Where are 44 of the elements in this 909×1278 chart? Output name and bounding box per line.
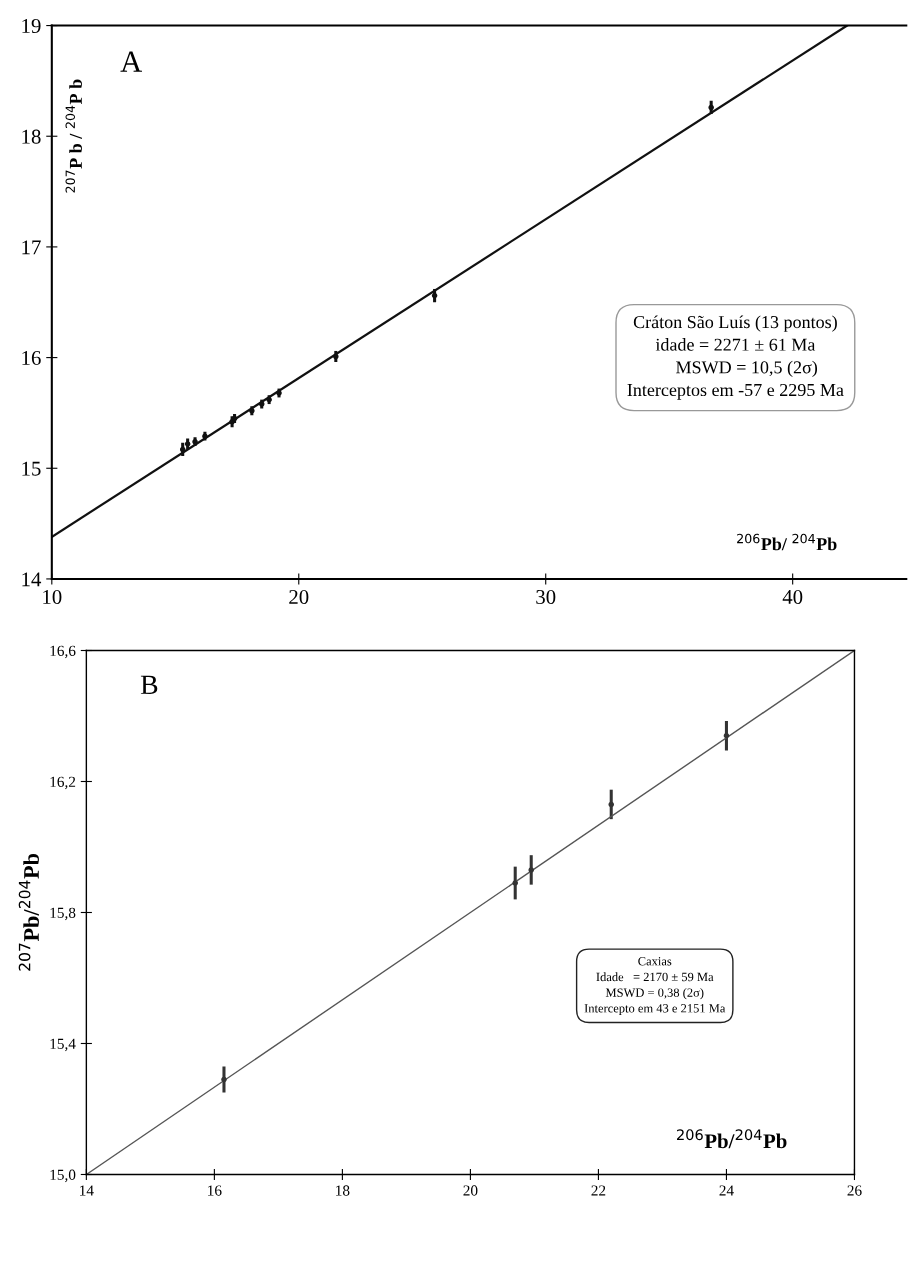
point bbox=[708, 104, 714, 111]
text: A bbox=[120, 51, 143, 72]
x-tick-label: 30 bbox=[536, 589, 556, 605]
y-tick-label: 15,4 bbox=[50, 1038, 76, 1052]
y-tick-label: 16,6 bbox=[50, 645, 76, 659]
point bbox=[528, 867, 534, 873]
point bbox=[723, 732, 730, 739]
annotation: MSWD = 10,5 (2σ) bbox=[676, 360, 818, 378]
annotation: Interceptos em -57 e 2295 Ma bbox=[627, 383, 844, 400]
x-axis-title: $^{206}$Pb/ $^{204}$Pb bbox=[737, 533, 837, 551]
text: B bbox=[140, 675, 158, 694]
y-tick-label: 15,8 bbox=[50, 907, 76, 921]
y-axis-title: $^{207}$Pb/$^{204}$Pb bbox=[18, 853, 39, 971]
point bbox=[221, 1076, 227, 1083]
point bbox=[512, 880, 518, 886]
point bbox=[179, 446, 186, 453]
annotation: Caxias bbox=[638, 957, 672, 966]
y-tick-label: 15 bbox=[22, 461, 41, 476]
annotation: Cráton São Luís (13 pontos) bbox=[633, 315, 837, 332]
annotation: idade = 2271 ± 61 Ma bbox=[655, 338, 816, 351]
x-tick-label: 18 bbox=[336, 1185, 350, 1196]
x-axis-title: $^{206}$Pb/$^{204}$Pb bbox=[677, 1129, 787, 1149]
y-tick-label: 18 bbox=[22, 129, 41, 144]
x-tick-label: 40 bbox=[782, 589, 803, 605]
x-tick-label: 26 bbox=[847, 1185, 862, 1196]
x-tick-label: 20 bbox=[463, 1185, 478, 1196]
x-tick-label: 20 bbox=[289, 589, 309, 605]
y-tick-label: 16 bbox=[22, 351, 41, 366]
y-tick-label: 17 bbox=[22, 240, 41, 255]
x-tick-label: 10 bbox=[43, 589, 62, 605]
y-axis-title: $^{207}$P b / $^{204}$P b bbox=[65, 79, 82, 193]
annotation: MSWD = 0,38 (2σ) bbox=[605, 988, 704, 1000]
y-tick-label: 14 bbox=[22, 572, 42, 587]
y-tick-label: 16,2 bbox=[50, 776, 76, 790]
x-tick-label: 14 bbox=[80, 1185, 94, 1196]
point bbox=[431, 292, 438, 299]
annotation: Intercepto em 43 e 2151 Ma bbox=[584, 1004, 726, 1016]
x-tick-label: 16 bbox=[208, 1185, 222, 1196]
x-tick-label: 22 bbox=[591, 1185, 606, 1196]
x-tick-label: 24 bbox=[719, 1185, 734, 1196]
annotation: Idade = 2170 ± 59 Ma bbox=[596, 972, 714, 982]
y-tick-label: 15,0 bbox=[50, 1169, 76, 1183]
point bbox=[608, 801, 615, 808]
y-tick-label: 19 bbox=[22, 18, 41, 33]
